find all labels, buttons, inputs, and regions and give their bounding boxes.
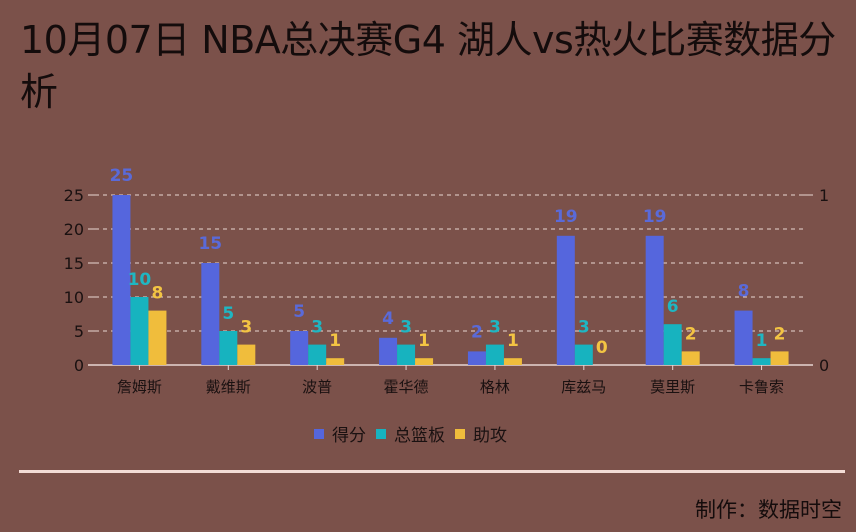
bar[interactable] — [485, 344, 504, 365]
x-tick-label: 詹姆斯 — [117, 378, 162, 396]
credit-text: 制作：数据时空 — [695, 498, 842, 522]
bar-value-label: 19 — [643, 207, 667, 227]
legend-item-rebounds[interactable]: 总篮板 — [376, 421, 445, 446]
bar[interactable] — [556, 235, 575, 365]
bar[interactable] — [752, 358, 771, 365]
y2-tick-label: 1 — [819, 186, 829, 205]
bar[interactable] — [308, 344, 327, 365]
bar-value-label: 8 — [152, 284, 164, 304]
bar[interactable] — [734, 310, 753, 365]
bar-value-label: 25 — [110, 166, 134, 186]
bar[interactable] — [379, 337, 398, 365]
bar[interactable] — [467, 351, 486, 365]
y-tick-label: 10 — [64, 288, 84, 307]
legend-swatch-icon — [455, 428, 465, 439]
bar-value-label: 1 — [418, 331, 430, 351]
bar[interactable] — [130, 297, 149, 365]
y-tick-label: 5 — [74, 322, 84, 341]
y-tick-label: 0 — [74, 356, 84, 375]
bar[interactable] — [148, 310, 167, 365]
bar[interactable] — [503, 358, 522, 365]
bar-value-label: 3 — [400, 318, 412, 338]
bar[interactable] — [681, 351, 700, 365]
bar-value-label: 1 — [756, 331, 768, 351]
x-tick-label: 库兹马 — [561, 378, 606, 396]
bar-value-label: 5 — [293, 302, 305, 322]
bar[interactable] — [397, 344, 416, 365]
page-title: 10月07日 NBA总决赛G4 湖人vs热火比赛数据分析 — [20, 18, 836, 114]
bar[interactable] — [326, 358, 345, 365]
legend-swatch-icon — [314, 428, 324, 439]
bar-value-label: 5 — [222, 304, 234, 324]
bar-value-label: 3 — [578, 318, 590, 338]
bar-value-label: 6 — [667, 297, 679, 317]
bar[interactable] — [770, 351, 789, 365]
bar-value-label: 2 — [471, 322, 483, 342]
bar-value-label: 19 — [554, 207, 578, 227]
y-tick-label: 20 — [64, 220, 84, 239]
bar-value-label: 3 — [489, 318, 501, 338]
legend-item-points[interactable]: 得分 — [314, 421, 366, 446]
legend-label: 助攻 — [473, 426, 507, 446]
x-tick-label: 卡鲁索 — [739, 378, 784, 396]
bar-value-label: 2 — [685, 324, 697, 344]
y-tick-label: 25 — [64, 186, 84, 205]
footer-divider — [19, 470, 845, 473]
legend-swatch-icon — [376, 428, 386, 439]
legend-item-assists[interactable]: 助攻 — [455, 421, 507, 446]
chart-legend: 得分 总篮板 助攻 — [314, 421, 507, 446]
bar[interactable] — [290, 331, 309, 365]
x-tick-label: 波普 — [302, 378, 332, 396]
bar-value-label: 3 — [240, 318, 252, 338]
legend-label: 得分 — [332, 426, 366, 446]
bar[interactable] — [237, 344, 256, 365]
y-tick-label: 15 — [64, 254, 84, 273]
x-tick-label: 霍华德 — [384, 378, 429, 396]
x-tick-label: 莫里斯 — [650, 378, 695, 396]
x-tick-label: 戴维斯 — [206, 378, 251, 396]
bar-value-label: 2 — [774, 324, 786, 344]
bar-value-label: 8 — [738, 282, 750, 302]
bar-value-label: 4 — [382, 309, 394, 329]
bar[interactable] — [663, 324, 682, 365]
bar-value-label: 3 — [311, 318, 323, 338]
bar[interactable] — [219, 331, 238, 365]
bar[interactable] — [645, 235, 664, 365]
bar-value-label: 15 — [198, 234, 222, 254]
bar-value-label: 1 — [329, 331, 341, 351]
legend-label: 总篮板 — [394, 426, 445, 446]
bar[interactable] — [201, 263, 220, 365]
bar[interactable] — [415, 358, 434, 365]
y2-tick-label: 0 — [819, 356, 829, 375]
x-tick-label: 格林 — [480, 378, 510, 396]
bar-value-label: 10 — [128, 270, 152, 290]
bar-value-label: 0 — [596, 338, 608, 358]
bar[interactable] — [112, 195, 131, 365]
bar-value-label: 1 — [507, 331, 519, 351]
bar[interactable] — [574, 344, 593, 365]
